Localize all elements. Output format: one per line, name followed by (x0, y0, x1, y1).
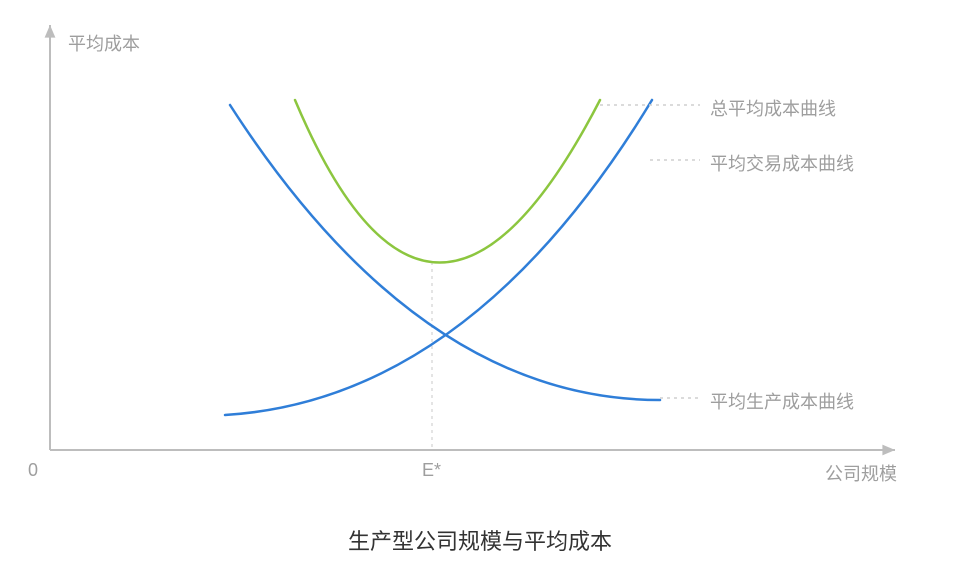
chart-container: 0 公司规模 平均成本 E* 总平均成本曲线 平均交易成本曲线 平均生产成本曲线… (0, 0, 960, 575)
e-star-label: E* (422, 460, 441, 481)
total-avg-cost-label: 总平均成本曲线 (710, 95, 836, 121)
avg-transaction-cost-label: 平均交易成本曲线 (710, 150, 854, 176)
y-axis-label: 平均成本 (68, 30, 140, 56)
chart-svg (0, 0, 960, 575)
avg-production-cost-label: 平均生产成本曲线 (710, 388, 854, 414)
chart-caption: 生产型公司规模与平均成本 (0, 524, 960, 556)
x-axis-label: 公司规模 (825, 460, 897, 486)
axis-origin-label: 0 (28, 460, 38, 481)
